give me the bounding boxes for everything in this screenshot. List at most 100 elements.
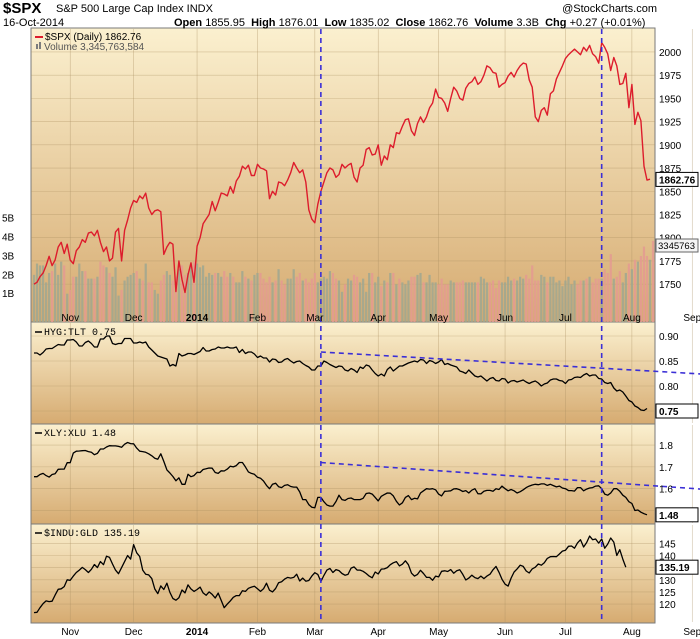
volume-bar: [120, 289, 123, 322]
volume-bar: [401, 282, 404, 322]
volume-bar: [585, 278, 588, 322]
low-value: 1835.02: [349, 17, 390, 29]
indu-gld-badge-text: 135.19: [659, 563, 690, 574]
trendline: [320, 461, 700, 490]
volume-bar: [594, 278, 597, 322]
ratio-legends: HYG:TLT 0.75 XLY:XLU 1.48 $INDU:GLD 135.…: [35, 328, 140, 540]
xly-xlu-badge-text: 1.48: [659, 511, 679, 522]
volume-legend-swatch: [36, 44, 38, 49]
volume-bar: [38, 265, 42, 322]
y-tick-label: 1775: [659, 257, 682, 268]
volume-bar: [54, 263, 57, 322]
volume-bar: [111, 276, 114, 322]
volume-bar: [217, 272, 220, 322]
volume-bar: [615, 276, 618, 322]
volume-bar: [334, 278, 338, 322]
open-value: 1855.95: [205, 17, 245, 29]
volume-bar: [247, 278, 250, 322]
x-label-top: Nov: [61, 313, 79, 324]
volume-bar: [597, 278, 600, 322]
y-tick-label: 1750: [659, 280, 682, 291]
volume-bar: [298, 272, 301, 322]
hyg-tlt-panel-bg: [30, 321, 656, 425]
volume-bar: [404, 284, 407, 322]
volume-bar: [543, 276, 546, 322]
chart-name: S&P 500 Large Cap Index INDX: [56, 3, 213, 15]
volume-bar: [567, 276, 570, 322]
volume-bar: [355, 276, 359, 322]
volume-bar: [446, 284, 449, 322]
x-label-top: 2014: [186, 313, 209, 324]
y-tick-label: 1.7: [659, 463, 673, 474]
volume-bar: [461, 280, 464, 322]
volume-bar: [81, 271, 84, 322]
volume-bar: [307, 282, 310, 322]
volume-bar: [362, 278, 365, 322]
price-badge-box: [655, 171, 699, 187]
indu-gld-legend: $INDU:GLD 135.19: [44, 528, 140, 540]
volume-bar: [75, 276, 78, 322]
volume-bar: [84, 271, 87, 322]
y-tick-label: 1975: [659, 71, 682, 82]
volume-bar: [488, 282, 492, 322]
volume-bar: [497, 280, 501, 322]
x-label-bottom: Sep: [683, 627, 700, 638]
volume-bar: [377, 276, 380, 322]
volume-bar: [32, 274, 36, 322]
chart-symbol: $SPX: [3, 0, 42, 17]
y-tick-label: 0.85: [659, 357, 679, 368]
volume-bar: [126, 276, 129, 322]
volume-bar: [337, 280, 341, 322]
volume-bar: [624, 272, 627, 322]
volume-bar: [277, 269, 280, 322]
y-tick-label: 1.6: [659, 485, 673, 496]
volume-bar: [482, 278, 486, 322]
volume-bar: [558, 280, 561, 322]
volume-bar: [156, 293, 159, 322]
volume-bar: [147, 282, 150, 322]
stockcharts-credit[interactable]: @StockCharts.com: [562, 3, 657, 15]
volume-bar: [383, 280, 386, 322]
grid-layer: [31, 29, 693, 622]
y-tick-label: 1875: [659, 164, 682, 175]
volume-bar: [229, 272, 232, 322]
volume-bar: [316, 282, 319, 322]
spx-price-line: [33, 41, 651, 294]
volume-bar: [359, 282, 362, 322]
volume-bar: [546, 282, 549, 322]
volume-bar: [365, 291, 368, 322]
volume-bar: [238, 282, 241, 322]
volume-bar: [262, 278, 265, 322]
volume-bar: [440, 278, 443, 322]
volume-bar: [534, 280, 537, 322]
volume-bar: [437, 284, 440, 322]
volume-bar: [434, 282, 437, 322]
volume-bar: [455, 282, 458, 322]
volume-bar: [591, 282, 594, 322]
x-label-bottom: Apr: [370, 627, 386, 638]
volume-bar: [509, 280, 513, 322]
volume-bar: [283, 284, 286, 322]
volume-bar: [192, 261, 196, 322]
volume-bar: [90, 278, 93, 322]
close-value: 1862.76: [428, 17, 469, 29]
volume-bar: [392, 272, 395, 322]
volume-bar: [60, 261, 63, 322]
volume-bar: [549, 276, 552, 322]
xly-xlu-badge-box: [655, 507, 699, 523]
volume-bar: [63, 265, 66, 322]
volume-bar: [235, 282, 238, 322]
chg-value: +0.27 (+0.01%): [569, 17, 646, 29]
volume-bar: [467, 282, 470, 322]
volume-bar: [304, 278, 307, 322]
volume-axis-label: 3B: [2, 251, 15, 262]
volume-bar: [389, 272, 392, 322]
volume-bar: [289, 278, 292, 322]
y-tick-label: 1850: [659, 187, 682, 198]
volume-bar: [171, 280, 175, 322]
volume-bar: [66, 293, 69, 322]
volume-bar: [138, 278, 141, 322]
volume-bar: [265, 282, 268, 322]
volume-bar: [452, 282, 455, 322]
